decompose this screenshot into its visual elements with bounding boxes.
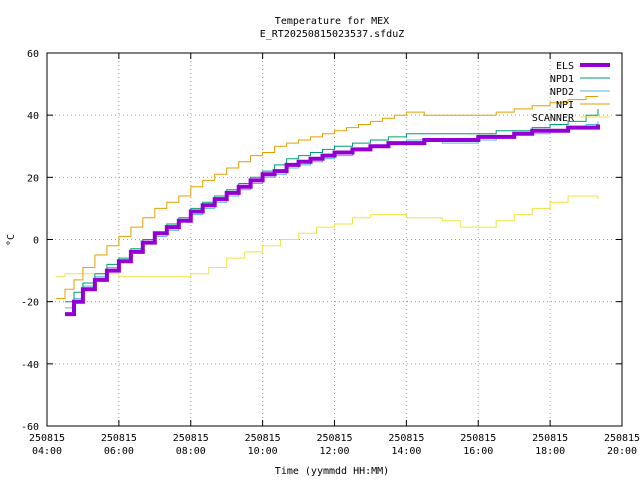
x-tick-time-label: 20:00 <box>607 446 637 457</box>
legend-label-npd1: NPD1 <box>550 74 574 85</box>
legend-label-npi: NPI <box>556 100 574 111</box>
y-tick-label: -60 <box>21 422 39 433</box>
x-tick-date-label: 250815 <box>604 433 640 444</box>
x-tick-time-label: 18:00 <box>535 446 565 457</box>
x-tick-date-label: 250815 <box>532 433 568 444</box>
x-tick-date-label: 250815 <box>316 433 352 444</box>
legend-label-scanner: SCANNER <box>532 113 575 124</box>
x-tick-time-label: 08:00 <box>176 446 206 457</box>
series-line-npd1 <box>65 108 599 303</box>
chart-title: Temperature for MEX <box>275 16 389 27</box>
legend-label-els: ELS <box>556 61 574 72</box>
x-tick-time-label: 12:00 <box>319 446 349 457</box>
grid-lines <box>47 53 622 426</box>
x-tick-date-label: 250815 <box>29 433 65 444</box>
x-tick-date-label: 250815 <box>101 433 137 444</box>
x-tick-date-label: 250815 <box>173 433 209 444</box>
x-tick-time-label: 16:00 <box>463 446 493 457</box>
series-line-npi <box>56 96 598 300</box>
legend-label-npd2: NPD2 <box>550 87 574 98</box>
x-tick-date-label: 250815 <box>245 433 281 444</box>
chart-subtitle: E_RT20250815023537.sfduZ <box>260 29 405 40</box>
series-line-els <box>65 124 600 317</box>
series-line-scanner <box>56 195 599 278</box>
y-tick-label: -20 <box>21 298 39 309</box>
y-tick-label: 60 <box>27 49 39 60</box>
y-tick-label: 20 <box>27 173 39 184</box>
y-axis-label: °C <box>6 234 17 246</box>
x-tick-time-label: 06:00 <box>104 446 134 457</box>
x-tick-date-label: 250815 <box>388 433 424 444</box>
y-tick-label: 0 <box>33 236 39 247</box>
x-tick-time-label: 04:00 <box>32 446 62 457</box>
legend: ELS NPD1 NPD2 NPI SCANNER <box>532 61 610 124</box>
axis-ticks: 6040200-20-40-6025081504:0025081506:0025… <box>21 49 640 457</box>
x-tick-date-label: 250815 <box>460 433 496 444</box>
x-axis-label: Time (yymmdd HH:MM) <box>275 466 389 477</box>
x-tick-time-label: 14:00 <box>391 446 421 457</box>
y-tick-label: -40 <box>21 360 39 371</box>
x-tick-time-label: 10:00 <box>248 446 278 457</box>
series-layer <box>56 96 600 317</box>
y-tick-label: 40 <box>27 111 39 122</box>
